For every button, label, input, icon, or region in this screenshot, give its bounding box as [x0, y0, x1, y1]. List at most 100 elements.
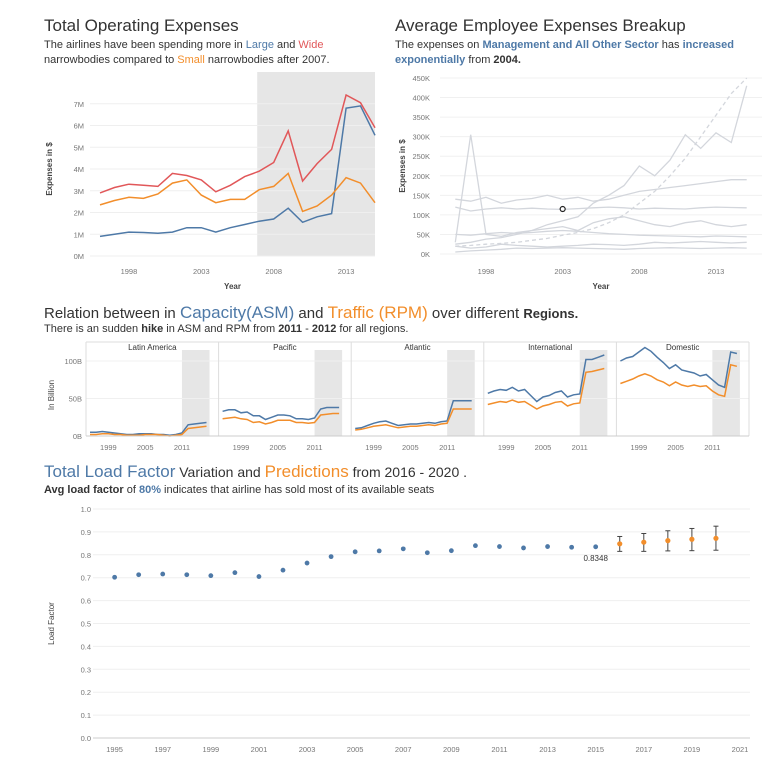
highlight-point	[559, 205, 566, 213]
x-tick-label: 1999	[365, 443, 382, 452]
y-tick-label: 0.5	[81, 620, 91, 629]
year-2011-label: 2011	[278, 323, 303, 335]
load-factor-chart: 0.0 0.1 0.2 0.3 0.4 0.5 0.6 0.7 0.8 0.9 1.0 1995 199…	[47, 505, 750, 754]
x-tick-label: 2017	[635, 745, 652, 754]
x-tick-label: 1998	[121, 267, 138, 276]
x-axis-label: Year	[224, 282, 241, 291]
series-line-small	[99, 172, 376, 213]
prediction-point	[713, 535, 719, 541]
load-factor-point	[473, 543, 478, 549]
asm-line	[222, 406, 340, 421]
load-factor-point	[184, 572, 190, 578]
y-tick-label: 0.7	[81, 574, 91, 583]
x-tick-label: 2003	[554, 267, 571, 276]
wide-label: Wide	[298, 39, 324, 51]
y-axis-label: In Billion	[47, 380, 56, 410]
y-tick-label: 0B	[73, 432, 82, 441]
y-tick-label: 150K	[412, 191, 430, 200]
y-axis-label: Load Factor	[47, 602, 56, 645]
rpm-line	[355, 408, 472, 431]
panel-title-international: International	[528, 343, 572, 352]
traffic-label: Traffic (RPM)	[327, 303, 428, 322]
x-tick-label: 2008	[265, 267, 282, 276]
predictions-label: Predictions	[264, 462, 349, 481]
load-factor-point	[280, 567, 286, 573]
x-tick-label: 2007	[395, 745, 412, 754]
series-line	[455, 206, 747, 212]
rpm-line	[487, 367, 605, 410]
x-tick-label: 2015	[587, 745, 604, 754]
regions-title: Relation between in Capacity(ASM) and Tr…	[44, 303, 578, 323]
x-tick-label: 2013	[539, 745, 556, 754]
y-tick-label: 50K	[417, 230, 430, 239]
asm-line	[355, 400, 472, 430]
highlight-region	[181, 350, 210, 436]
series-line-wide	[99, 93, 376, 194]
year-2012-label: 2012	[311, 323, 337, 335]
y-tick-label: 300K	[412, 133, 430, 142]
sub-text: of	[123, 484, 139, 496]
y-tick-label: 2M	[74, 209, 84, 218]
y-tick-label: 50B	[69, 395, 82, 404]
employee-expenses-subtitle: The expenses on Management and All Other…	[395, 38, 734, 68]
highlight-region	[314, 350, 343, 436]
management-label: Management and All Other Sector	[482, 39, 659, 51]
x-tick-label: 2005	[402, 443, 419, 452]
y-tick-label: 100K	[412, 211, 430, 220]
x-tick-label: 2011	[174, 443, 190, 452]
x-tick-label: 2008	[631, 267, 648, 276]
series-line	[455, 77, 748, 247]
sub-text: has	[658, 39, 683, 51]
x-tick-label: 1995	[106, 745, 123, 754]
load-factor-point	[328, 554, 334, 560]
hike-label: hike	[141, 323, 164, 335]
title-text: Variation and	[175, 464, 265, 480]
y-tick-label: 0.0	[81, 734, 91, 743]
y-tick-label: 0.4	[81, 642, 91, 651]
title-text: Relation between in	[44, 305, 180, 322]
y-tick-label: 250K	[412, 152, 430, 161]
year-label: 2004.	[493, 54, 521, 66]
y-tick-label: 0.6	[81, 597, 91, 606]
series-line	[455, 85, 748, 245]
x-tick-label: 2003	[299, 745, 316, 754]
y-tick-label: 6M	[74, 122, 84, 131]
load-factor-point	[304, 560, 310, 566]
y-tick-label: 350K	[412, 113, 430, 122]
panel-title-atlantic: Atlantic	[404, 343, 430, 352]
series-line	[455, 229, 747, 238]
load-factor-point	[545, 544, 550, 549]
series-line	[455, 247, 747, 253]
operating-expenses-title: Total Operating Expenses	[44, 16, 239, 35]
capacity-label: Capacity(ASM)	[179, 303, 295, 322]
prediction-point	[665, 538, 671, 544]
load-factor-point	[400, 546, 406, 552]
y-tick-label: 1M	[74, 230, 84, 239]
regions-label: Regions.	[523, 306, 579, 321]
load-factor-point	[232, 570, 238, 576]
y-tick-label: 0M	[74, 252, 84, 261]
prediction-point	[689, 536, 695, 542]
sub-text: The expenses on	[395, 39, 483, 51]
highlight-region	[579, 350, 608, 436]
load-factor-point	[448, 548, 454, 554]
y-axis-label: Expenses in $	[398, 139, 407, 193]
x-tick-label: 2011	[306, 443, 322, 452]
x-tick-label: 1999	[233, 443, 250, 452]
y-axis-label: Expenses in $	[45, 142, 54, 196]
y-tick-label: 450K	[412, 74, 430, 83]
y-tick-label: 0.2	[81, 688, 91, 697]
load-factor-point	[593, 544, 599, 550]
rpm-line	[620, 363, 738, 398]
load-factor-point	[497, 544, 502, 549]
annotation-label: 0.8348	[583, 554, 608, 563]
panel-title-pacific: Pacific	[273, 343, 297, 352]
x-tick-label: 1999	[202, 745, 219, 754]
title-text: and	[294, 305, 328, 322]
x-tick-label: 1998	[478, 267, 495, 276]
x-tick-label: 2013	[338, 267, 355, 276]
increased-label: increased	[682, 39, 734, 51]
load-factor-point	[424, 550, 430, 556]
y-tick-label: 400K	[412, 94, 430, 103]
x-tick-label: 1997	[154, 745, 171, 754]
